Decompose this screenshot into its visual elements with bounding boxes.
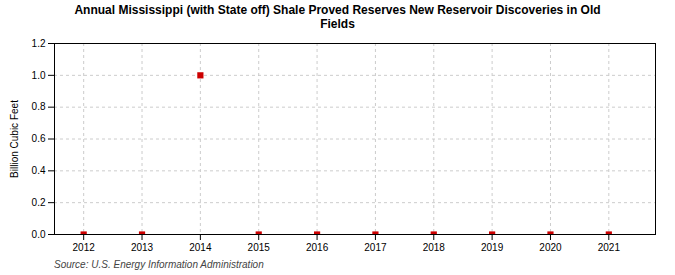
svg-text:1.0: 1.0 bbox=[32, 70, 46, 81]
svg-text:2017: 2017 bbox=[364, 242, 387, 253]
svg-text:0.0: 0.0 bbox=[32, 229, 46, 240]
svg-text:2016: 2016 bbox=[306, 242, 329, 253]
svg-text:2013: 2013 bbox=[131, 242, 154, 253]
svg-text:2015: 2015 bbox=[248, 242, 271, 253]
svg-text:0.6: 0.6 bbox=[32, 133, 46, 144]
svg-text:2018: 2018 bbox=[423, 242, 446, 253]
html-text:Annual Mississippi (with State: Annual Mississippi (with State off) Shal… bbox=[74, 3, 601, 31]
svg-text:2019: 2019 bbox=[481, 242, 504, 253]
svg-text:2020: 2020 bbox=[539, 242, 562, 253]
svg-text:0.8: 0.8 bbox=[32, 101, 46, 112]
svg-text:2021: 2021 bbox=[598, 242, 621, 253]
svg-text:0.4: 0.4 bbox=[32, 165, 46, 176]
html-text:Source: U.S. Energy Informatio: Source: U.S. Energy Information Administ… bbox=[54, 259, 264, 270]
svg-text:Billion Cubic Feet: Billion Cubic Feet bbox=[9, 100, 20, 178]
svg-text:0.2: 0.2 bbox=[32, 197, 46, 208]
svg-text:2014: 2014 bbox=[189, 242, 212, 253]
svg-text:2012: 2012 bbox=[73, 242, 96, 253]
svg-text:1.2: 1.2 bbox=[32, 38, 46, 49]
